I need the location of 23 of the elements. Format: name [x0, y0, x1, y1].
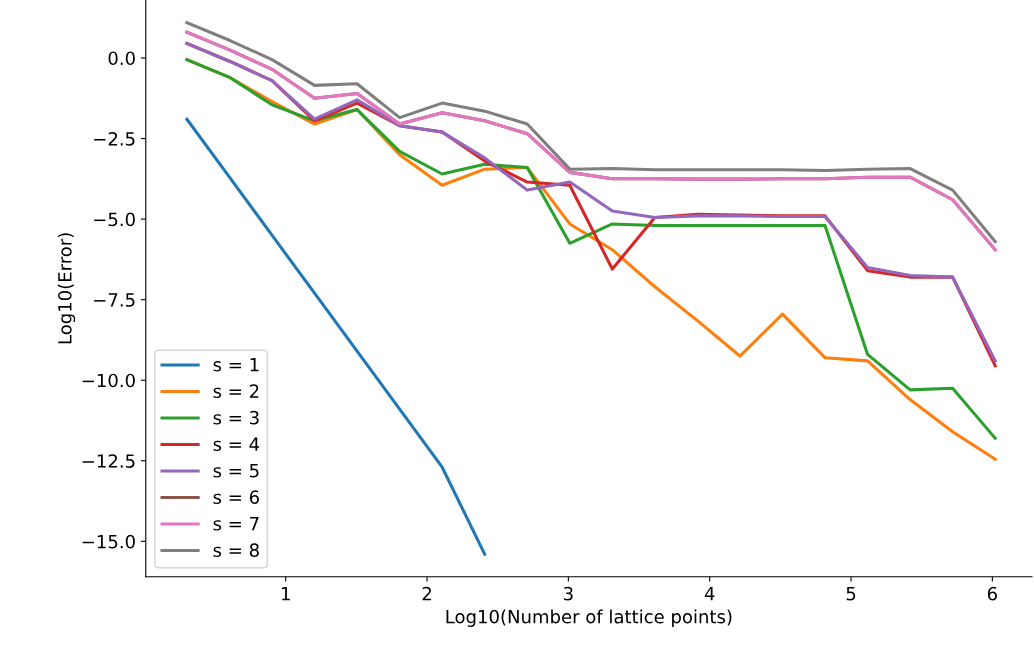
x-tick-label: 4 [704, 587, 715, 601]
legend-label: s = 7 [213, 517, 259, 531]
y-axis-title: Log10(Error) [57, 233, 76, 344]
legend-label: s = 3 [213, 410, 259, 425]
y-tick-label: −2.5 [94, 132, 135, 146]
y-tick-label: −7.5 [94, 293, 135, 307]
y-tick-label: −12.5 [82, 454, 135, 468]
x-tick-label: 6 [987, 586, 997, 601]
x-tick-label: 1 [281, 587, 290, 601]
legend-label: s = 5 [213, 464, 259, 478]
y-tick-label: 0.0 [108, 51, 135, 66]
legend-label: s = 6 [213, 490, 259, 504]
x-tick-label: 3 [564, 586, 573, 601]
legend-label: s = 2 [213, 384, 259, 398]
legend-label: s = 4 [213, 437, 260, 451]
y-tick-label: −5.0 [94, 212, 135, 227]
y-tick-label: −10.0 [82, 373, 135, 388]
y-tick-label: −15.0 [82, 534, 135, 549]
x-axis-title: Log10(Number of lattice points) [446, 609, 732, 627]
legend-label: s = 1 [213, 358, 259, 372]
x-tick-label: 2 [422, 586, 431, 601]
x-tick-label: 5 [846, 587, 856, 601]
legend-label: s = 8 [213, 543, 259, 558]
